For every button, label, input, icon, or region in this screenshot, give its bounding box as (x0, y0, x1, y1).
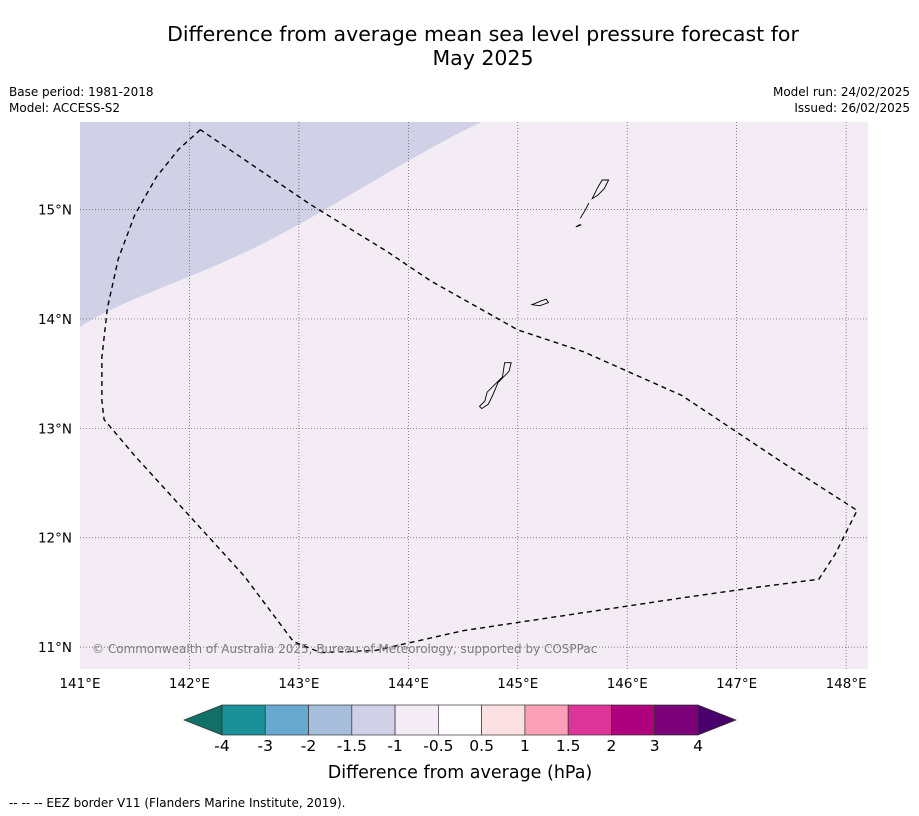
colorbar-tick-label: -2 (301, 737, 316, 755)
island-saipan (591, 179, 610, 200)
island-tinian (579, 202, 590, 219)
colorbar-tick-label: 2 (607, 737, 617, 755)
base-period: Base period: 1981-2018 (9, 85, 154, 99)
colorbar: -4 -3 -2 -1.5 -1 -0.5 0.5 1 1.5 2 3 4 (183, 704, 737, 755)
colorbar-tick-label: 1.5 (556, 737, 581, 755)
colorbar-bin (481, 704, 526, 736)
lon-tick-label: 141°E (59, 676, 100, 692)
meta-left: Base period: 1981-2018 Model: ACCESS-S2 (9, 84, 154, 116)
colorbar-extend-high (697, 704, 737, 736)
colorbar-bin (264, 704, 309, 736)
colorbar-tick-label: 1 (520, 737, 530, 755)
colorbar-bin (351, 704, 396, 736)
copyright-notice: © Commonwealth of Australia 2025, Bureau… (92, 642, 597, 656)
colorbar-tick-label: 4 (693, 737, 703, 755)
lon-tick-label: 144°E (388, 676, 429, 692)
colorbar-tick-label: -0.5 (423, 737, 453, 755)
model-run: Model run: 24/02/2025 (772, 85, 910, 99)
model-name: Model: ACCESS-S2 (9, 101, 121, 115)
colorbar-label: Difference from average (hPa) (328, 763, 593, 783)
colorbar-tick-label: 3 (650, 737, 660, 755)
colorbar-bin (524, 704, 569, 736)
lat-tick-label: 14°N (38, 312, 72, 328)
longitude-tick-labels: 141°E 142°E 143°E 144°E 145°E 146°E 147°E 148°E (59, 676, 866, 692)
lon-tick-label: 146°E (607, 676, 648, 692)
colorbar-bin (308, 704, 353, 736)
map-title-line2: May 2025 (432, 46, 534, 70)
islands (478, 179, 610, 410)
lon-tick-label: 145°E (497, 676, 538, 692)
colorbar-bin (567, 704, 612, 736)
lat-tick-label: 11°N (38, 640, 72, 656)
lat-tick-label: 13°N (38, 421, 72, 437)
colorbar-tick-label: -3 (258, 737, 273, 755)
colorbar-tick-label: -4 (214, 737, 229, 755)
map-title-line1: Difference from average mean sea level p… (167, 22, 799, 46)
colorbar-extend-low (183, 704, 223, 736)
lat-tick-label: 15°N (38, 203, 72, 219)
lon-tick-label: 143°E (278, 676, 319, 692)
issued-date: Issued: 26/02/2025 (794, 101, 910, 115)
map-title: Difference from average mean sea level p… (0, 22, 919, 70)
negative-anomaly-region (80, 122, 482, 327)
lat-tick-label: 12°N (38, 531, 72, 547)
island-guam (478, 362, 512, 410)
colorbar-bin (611, 704, 656, 736)
gridlines (80, 122, 868, 669)
island-rota (530, 298, 550, 307)
colorbar-tick-label: 0.5 (469, 737, 494, 755)
meta-right: Model run: 24/02/2025 Issued: 26/02/2025 (773, 84, 910, 116)
island-aguijan (575, 224, 582, 228)
colorbar-tick-label: -1 (387, 737, 402, 755)
latitude-tick-labels: 11°N 12°N 13°N 14°N 15°N (38, 203, 72, 657)
eez-footnote: -- -- -- EEZ border V11 (Flanders Marine… (9, 796, 346, 810)
colorbar-bin (394, 704, 439, 736)
lon-tick-label: 147°E (716, 676, 757, 692)
lon-tick-label: 142°E (169, 676, 210, 692)
colorbar-bin (654, 704, 699, 736)
colorbar-bin (438, 704, 482, 736)
lon-tick-label: 148°E (826, 676, 867, 692)
eez-border (101, 129, 859, 654)
colorbar-bin (221, 704, 266, 736)
colorbar-tick-label: -1.5 (337, 737, 367, 755)
